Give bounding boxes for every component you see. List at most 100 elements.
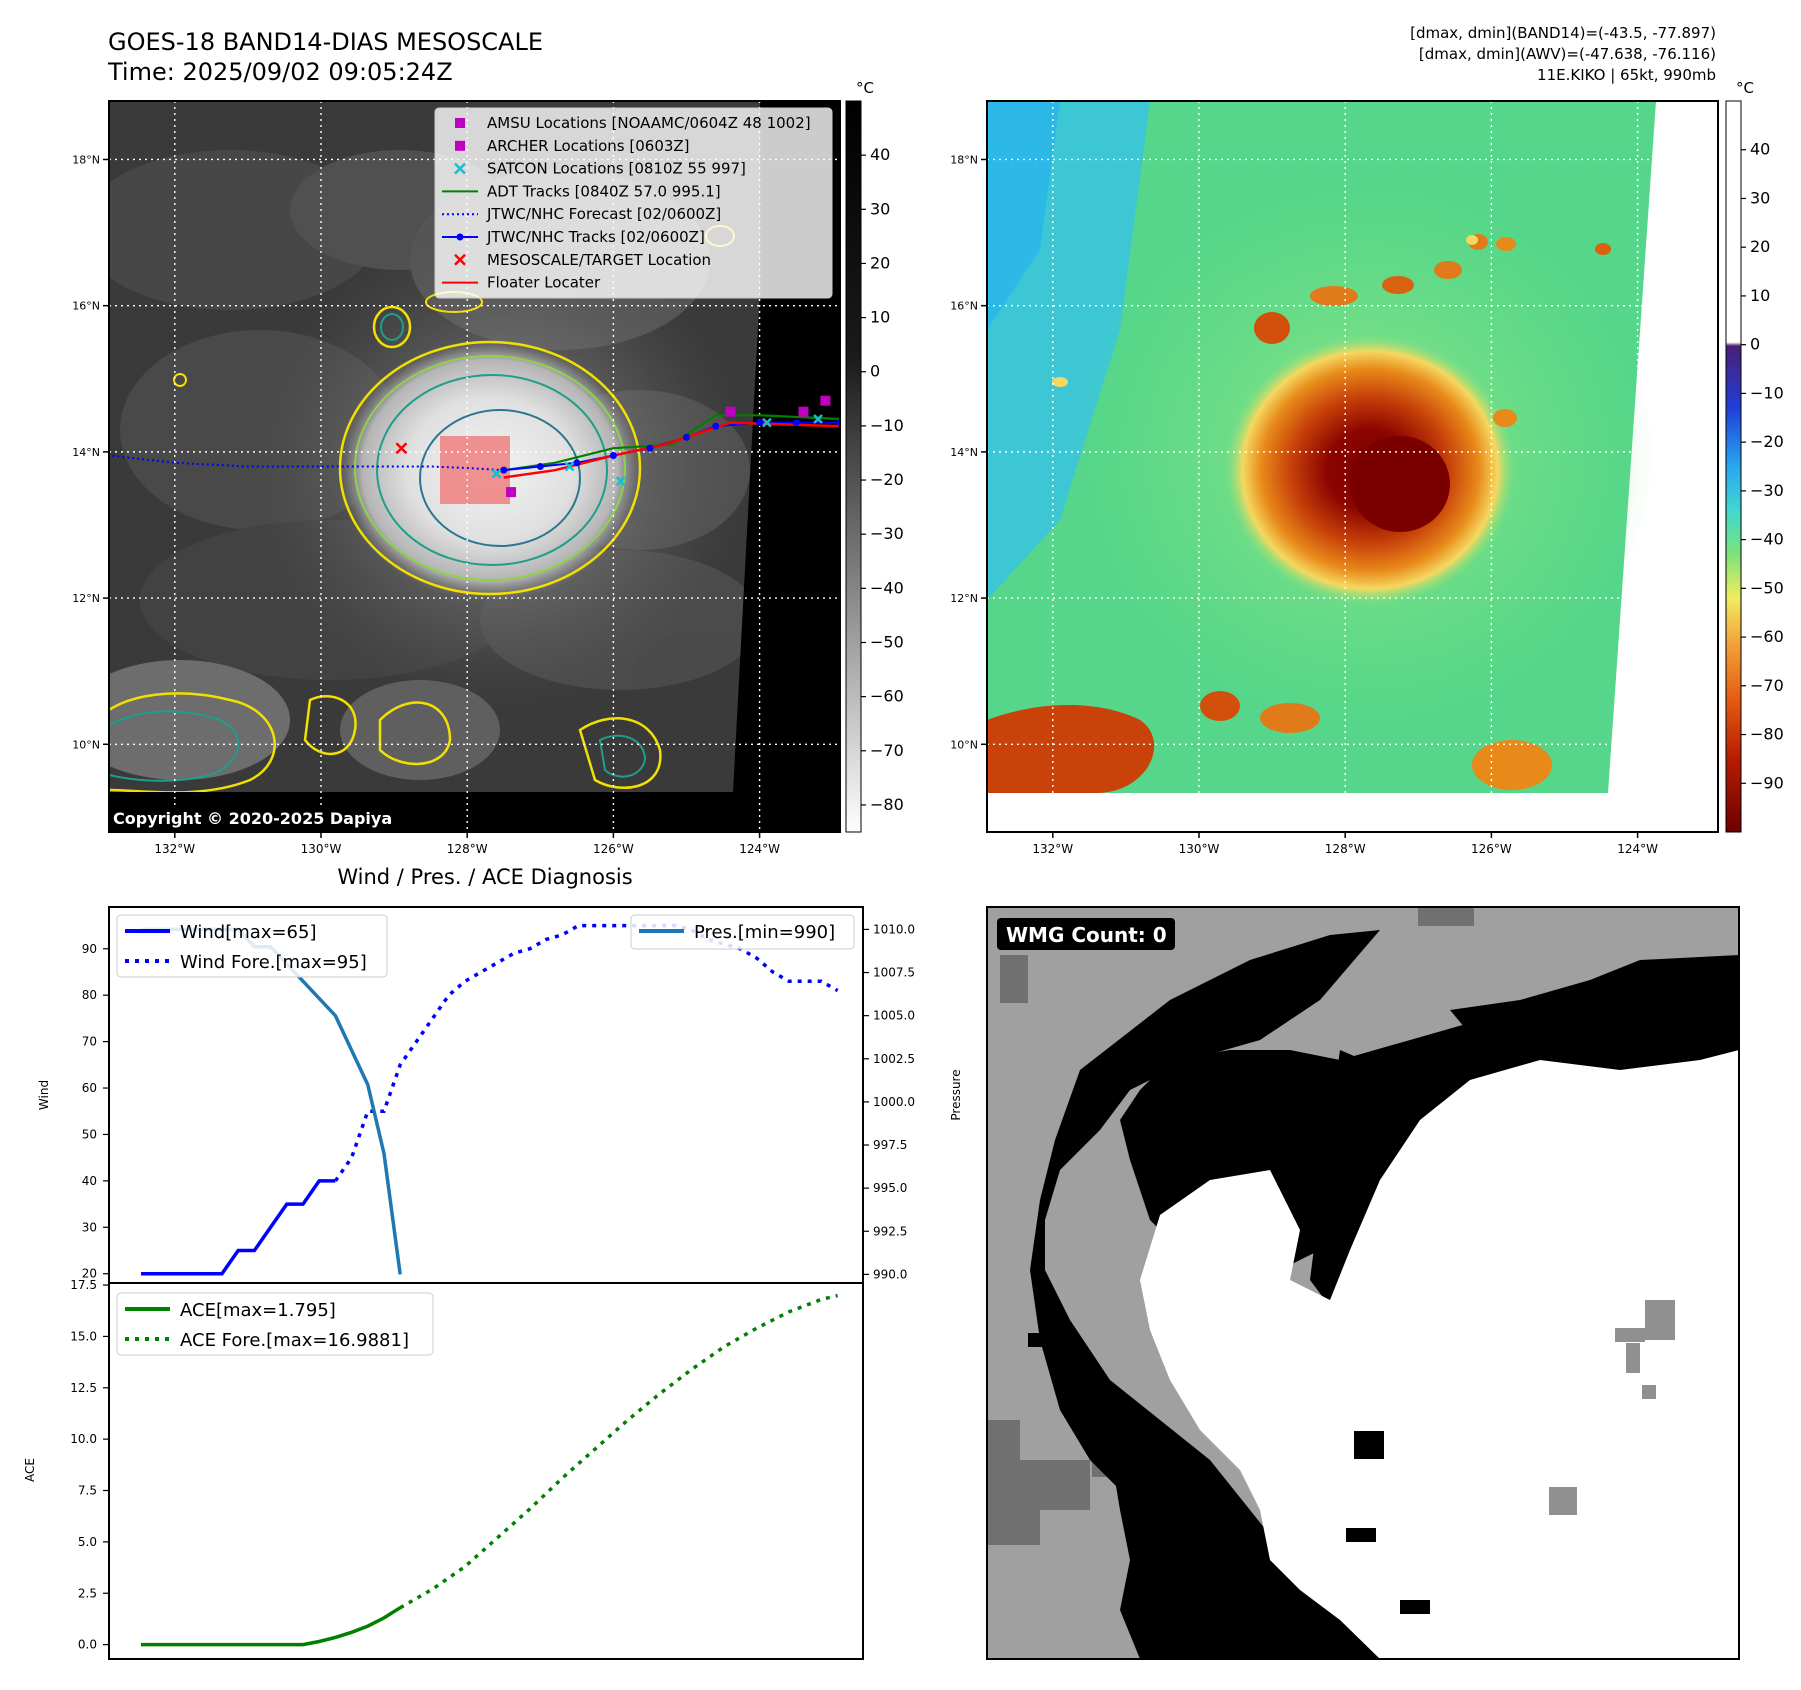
legend-item-label: SATCON Locations [0810Z 55 997] <box>487 160 746 178</box>
awv-lat-tick-label: 12°N <box>950 592 978 605</box>
wind-pressure-chart: 20 30 40 50 60 70 80 90 990.0 992.5 995.0 997.5 100… <box>37 906 963 1284</box>
ace-axis-label: ACE <box>23 1458 37 1482</box>
awv-lon-ticks: 132°W 130°W 128°W 126°W 124°W <box>1032 832 1658 856</box>
ir-tracks <box>109 395 840 498</box>
colorbar-tick-label: 40 <box>1750 140 1770 159</box>
ace-series-line-1 <box>399 1293 838 1610</box>
ace-tick-label: 0.0 <box>78 1638 97 1652</box>
legend-pressure: Pres.[min=990] <box>694 922 835 943</box>
legend-item-label: JTWC/NHC Forecast [02/0600Z] <box>486 205 721 223</box>
ir-lon-tick-label: 128°W <box>447 842 488 856</box>
satcon-point <box>564 461 575 472</box>
awv-colorbar-unit: °C <box>1736 79 1754 97</box>
ir-colorbar-unit: °C <box>856 79 874 97</box>
ace-tick-label: 15.0 <box>70 1329 97 1343</box>
amsu-point <box>798 406 809 417</box>
awv-colorbar: °C 40 30 20 10 0 −10 −20 −30 −40 −50 −60 −70 −80 −90 <box>1725 79 1784 833</box>
awv-lon-tick-label: 128°W <box>1325 842 1366 856</box>
wind-tick-label: 90 <box>82 942 97 956</box>
best-track-point <box>712 422 720 430</box>
pressure-tick-label: 990.0 <box>873 1267 907 1281</box>
wmg-frame <box>986 906 1740 1660</box>
ir-map-panel: Copyright © 2020-2025 Dapiya AMSU Locati… <box>72 100 841 856</box>
colorbar-tick-label: 30 <box>1750 188 1770 207</box>
wind-tick-label: 40 <box>82 1174 97 1188</box>
pressure-tick-label: 995.0 <box>873 1181 907 1195</box>
legend-wind: Wind[max=65] <box>180 922 317 943</box>
ace-tick-label: 12.5 <box>70 1381 97 1395</box>
best-track-point <box>573 459 581 467</box>
colorbar-tick-label: −20 <box>1750 432 1784 451</box>
legend-ace: ACE[max=1.795] <box>180 1300 336 1321</box>
colorbar-tick-label: 40 <box>870 145 890 164</box>
awv-lat-tick-label: 16°N <box>950 300 978 313</box>
satcon-point <box>491 468 502 479</box>
ace-series <box>141 1293 838 1647</box>
pressure-tick-label: 1002.5 <box>873 1052 915 1066</box>
awv-lon-tick-label: 124°W <box>1617 842 1658 856</box>
wind-tick-label: 20 <box>82 1267 97 1281</box>
colorbar-tick-label: 0 <box>870 362 880 381</box>
awv-lon-tick-label: 132°W <box>1032 842 1073 856</box>
satcon-point <box>762 417 772 428</box>
ir-lon-tick-label: 126°W <box>593 842 634 856</box>
ace-tick-label: 10.0 <box>70 1432 97 1446</box>
ace-series-line-0 <box>141 1606 402 1647</box>
awv-gridlines <box>987 101 1718 832</box>
legend-item-label: MESOSCALE/TARGET Location <box>487 251 711 269</box>
wmg-count-label: WMG Count: 0 <box>1006 923 1167 947</box>
ace-tick-label: 2.5 <box>78 1586 97 1600</box>
ace-tick-label: 7.5 <box>78 1484 97 1498</box>
best-track-point <box>756 419 764 427</box>
diagnosis-title: Wind / Pres. / ACE Diagnosis <box>337 865 632 889</box>
ir-lat-tick-label: 18°N <box>72 153 100 166</box>
forecast-track-line <box>109 454 504 472</box>
legend-marker-square <box>455 140 465 151</box>
awv-lon-tick-label: 126°W <box>1471 842 1512 856</box>
wind-tick-label: 80 <box>82 988 97 1002</box>
satcon-point <box>813 414 823 424</box>
colorbar-tick-label: −90 <box>1750 773 1784 792</box>
ir-lat-ticks: 18°N 16°N 14°N 12°N 10°N <box>72 153 109 751</box>
pressure-yaxis: 990.0 992.5 995.0 997.5 1000.0 1002.5 1005.0 10… <box>863 922 915 1281</box>
band14-range: [dmax, dmin](BAND14)=(-43.5, -77.897) <box>1410 24 1716 42</box>
storm-info: 11E.KIKO | 65kt, 990mb <box>1537 66 1716 84</box>
legend-ace-forecast: ACE Fore.[max=16.9881] <box>180 1330 409 1351</box>
ir-lat-tick-label: 10°N <box>72 738 100 751</box>
target-location-marker <box>395 442 408 455</box>
amsu-point <box>820 395 831 406</box>
colorbar-tick-label: −80 <box>870 795 904 814</box>
pressure-legend: Pres.[min=990] <box>630 914 855 950</box>
amsu-point <box>506 487 517 498</box>
ir-lat-tick-label: 12°N <box>72 592 100 605</box>
satcon-point <box>615 476 626 487</box>
awv-frame <box>986 100 1719 833</box>
colorbar-tick-label: 10 <box>1750 286 1770 305</box>
legend-marker-x <box>454 162 466 175</box>
ir-lat-tick-label: 16°N <box>72 300 100 313</box>
map-legend: AMSU Locations [NOAAMC/0604Z 48 1002] ARC… <box>434 107 833 299</box>
colorbar-tick-label: 10 <box>870 308 890 327</box>
awv-eye-region <box>1350 436 1450 532</box>
awv-lat-tick-label: 14°N <box>950 446 978 459</box>
copyright-box <box>109 805 429 832</box>
ir-contours <box>109 225 735 794</box>
ir-colorbar: °C 40 30 20 10 0 −10 −20 −30 −40 −50 −60 −70 −80 <box>845 79 904 833</box>
legend-item-label: AMSU Locations [NOAAMC/0604Z 48 1002] <box>487 114 811 132</box>
colorbar-tick-label: 20 <box>870 253 890 272</box>
best-track-point <box>646 444 654 452</box>
pressure-tick-label: 1007.5 <box>873 966 915 980</box>
pressure-tick-label: 1005.0 <box>873 1009 915 1023</box>
legend-marker-x <box>454 253 466 266</box>
best-track-point <box>500 466 508 474</box>
wmg-label-box <box>997 918 1175 950</box>
colorbar-tick-label: −60 <box>1750 627 1784 646</box>
legend-wind-forecast: Wind Fore.[max=95] <box>180 952 367 973</box>
series-line-0 <box>141 1179 336 1276</box>
floater-track-line <box>503 421 840 479</box>
awv-lat-ticks: 18°N 16°N 14°N 12°N 10°N <box>950 153 987 751</box>
ir-lat-tick-label: 14°N <box>72 446 100 459</box>
colorbar-tick-label: −10 <box>870 416 904 435</box>
colorbar-tick-label: −60 <box>870 687 904 706</box>
